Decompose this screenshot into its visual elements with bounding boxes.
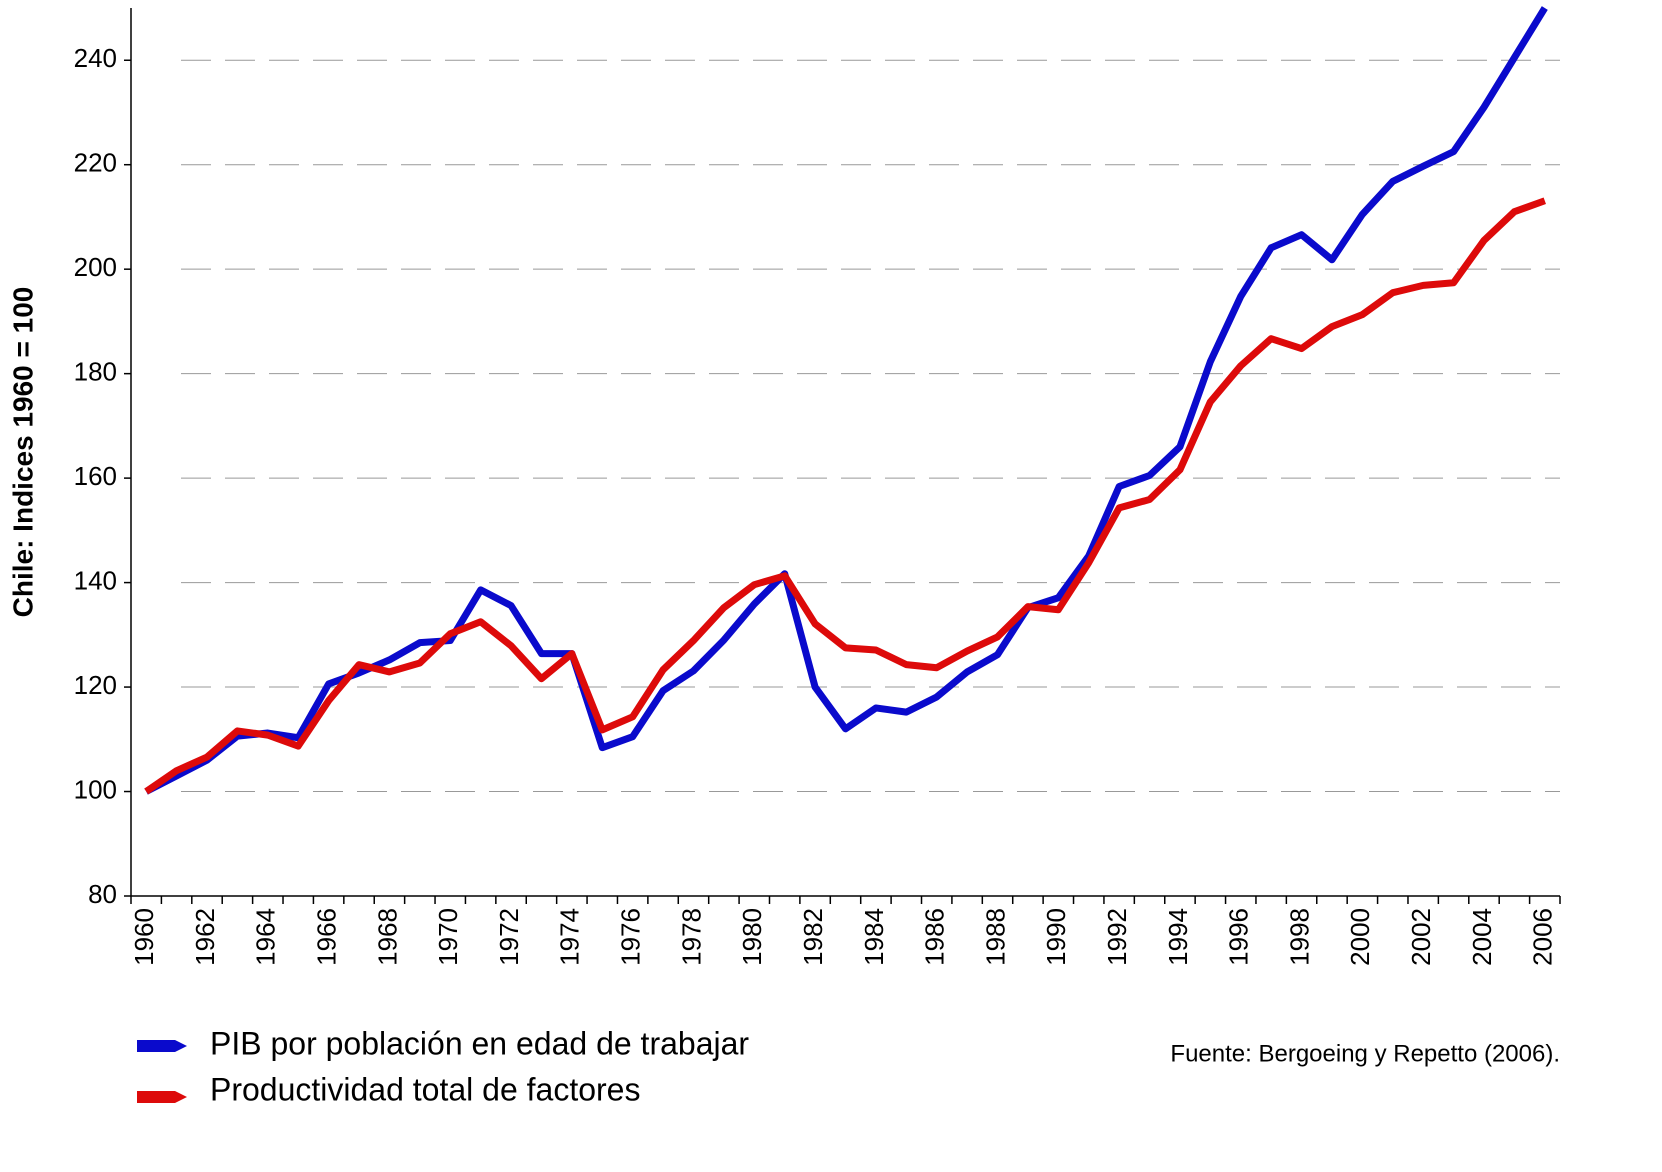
x-tick-label: 1974 (555, 908, 585, 966)
x-tick-label: 1962 (190, 908, 220, 966)
legend-label: PIB por población en edad de trabajar (210, 1025, 749, 1061)
legend-marker (137, 1040, 187, 1052)
x-tick-label: 2002 (1406, 908, 1436, 966)
x-tick-label: 1998 (1284, 908, 1314, 966)
x-tick-label: 1992 (1102, 908, 1132, 966)
x-tick-label: 2004 (1467, 908, 1497, 966)
series-line (144, 6, 1548, 795)
y-axis-label: Chile: Indices 1960 = 100 (7, 287, 38, 618)
x-tick-label: 1986 (920, 908, 950, 966)
x-tick-label: 2006 (1528, 908, 1558, 966)
x-tick-label: 1980 (737, 908, 767, 966)
x-tick-label: 1970 (433, 908, 463, 966)
x-tick-label: 1968 (372, 908, 402, 966)
y-tick-label: 140 (74, 565, 117, 595)
y-tick-label: 240 (74, 43, 117, 73)
x-tick-label: 1990 (1041, 908, 1071, 966)
y-tick-label: 220 (74, 148, 117, 178)
y-tick-label: 180 (74, 357, 117, 387)
x-tick-label: 1996 (1224, 908, 1254, 966)
y-tick-label: 120 (74, 670, 117, 700)
x-tick-label: 1984 (859, 908, 889, 966)
x-tick-label: 1994 (1163, 908, 1193, 966)
x-tick-label: 1960 (129, 908, 159, 966)
y-tick-label: 200 (74, 252, 117, 282)
source-note: Fuente: Bergoeing y Repetto (2006). (1170, 1040, 1560, 1067)
x-tick-label: 1964 (251, 908, 281, 966)
x-tick-label: 1972 (494, 908, 524, 966)
x-tick-label: 1966 (312, 908, 342, 966)
y-tick-label: 80 (88, 879, 117, 909)
x-tick-label: 2000 (1345, 908, 1375, 966)
x-tick-label: 1978 (676, 908, 706, 966)
series-line (144, 197, 1546, 795)
y-tick-label: 160 (74, 461, 117, 491)
x-tick-label: 1988 (980, 908, 1010, 966)
x-tick-label: 1976 (616, 908, 646, 966)
x-tick-label: 1982 (798, 908, 828, 966)
legend-label: Productividad total de factores (210, 1071, 640, 1107)
y-tick-label: 100 (74, 774, 117, 804)
legend-marker (137, 1091, 187, 1103)
